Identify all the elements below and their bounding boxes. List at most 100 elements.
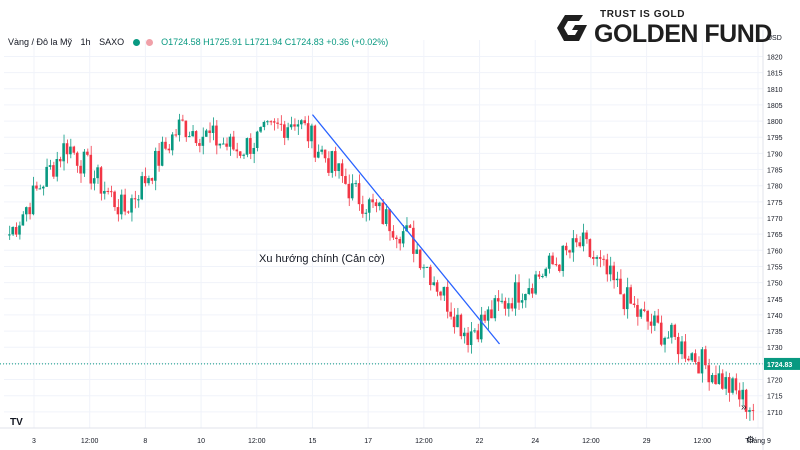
candle-body bbox=[103, 190, 106, 194]
candle-body bbox=[388, 209, 391, 232]
status-dot-icon bbox=[132, 39, 140, 46]
candle-body bbox=[14, 227, 18, 235]
candle-body bbox=[554, 264, 558, 266]
candle-body bbox=[330, 151, 334, 173]
candle-body bbox=[578, 242, 582, 247]
candle-body bbox=[656, 315, 660, 323]
status-dot-2-icon bbox=[145, 39, 153, 46]
candle-body bbox=[191, 131, 194, 137]
candle-body bbox=[456, 314, 459, 328]
candle-body bbox=[232, 136, 235, 150]
candle-body bbox=[35, 185, 38, 189]
candle-body bbox=[462, 332, 466, 337]
candle-body bbox=[126, 211, 130, 213]
price-tick-label: 1810 bbox=[767, 87, 783, 94]
candle-body bbox=[469, 331, 473, 346]
candle-body bbox=[398, 239, 402, 244]
candle-body bbox=[486, 309, 490, 321]
time-tick-label: 10 bbox=[197, 438, 205, 445]
candle-body bbox=[143, 176, 147, 184]
golden-fund-mark-icon bbox=[557, 15, 587, 41]
candle-body bbox=[303, 120, 306, 124]
candle-body bbox=[75, 152, 79, 166]
candle-body bbox=[503, 300, 507, 309]
candle-body bbox=[235, 149, 239, 152]
trend-annotation: Xu hướng chính (Cản cờ) bbox=[259, 253, 385, 265]
candle-body bbox=[347, 183, 351, 199]
ohlc-values: O1724.58 H1725.91 L1721.94 C1724.83 +0.3… bbox=[161, 37, 389, 47]
candle-body bbox=[442, 286, 446, 296]
candle-body bbox=[204, 130, 208, 137]
candle-body bbox=[255, 131, 259, 148]
candle-body bbox=[622, 294, 626, 310]
candle-body bbox=[666, 337, 670, 339]
candle-body bbox=[72, 146, 76, 153]
price-tick-label: 1745 bbox=[767, 297, 783, 304]
symbol-name[interactable]: Vàng / Đô la Mỹ bbox=[8, 37, 73, 47]
price-tick-label: 1795 bbox=[767, 135, 783, 142]
price-tick-label: 1815 bbox=[767, 71, 783, 78]
candle-body bbox=[717, 373, 721, 385]
price-tick-label: 1790 bbox=[767, 151, 783, 158]
candle-body bbox=[367, 199, 371, 213]
price-axis-bg bbox=[763, 0, 800, 450]
time-tick-label: 12:00 bbox=[582, 438, 600, 445]
price-tick-label: 1820 bbox=[767, 54, 783, 61]
candle-body bbox=[704, 349, 707, 366]
price-tick-label: 1775 bbox=[767, 200, 783, 207]
candle-body bbox=[123, 194, 127, 212]
candles bbox=[8, 113, 755, 421]
candle-body bbox=[259, 127, 262, 132]
candle-body bbox=[238, 151, 242, 156]
price-tick-label: 1805 bbox=[767, 103, 783, 110]
candle-body bbox=[221, 143, 225, 145]
candle-body bbox=[602, 258, 605, 260]
candle-body bbox=[62, 143, 65, 162]
price-tick-label: 1770 bbox=[767, 216, 783, 223]
candle-body bbox=[150, 178, 154, 181]
candle-body bbox=[41, 186, 45, 189]
time-tick-label: 12:00 bbox=[81, 438, 99, 445]
interval-label[interactable]: 1h bbox=[80, 37, 91, 47]
candle-body bbox=[167, 148, 171, 151]
candle-body bbox=[38, 188, 42, 190]
trend-line-segment bbox=[311, 114, 501, 345]
candle-body bbox=[751, 410, 755, 412]
trend-line bbox=[311, 114, 501, 345]
candle-body bbox=[86, 151, 89, 155]
logo-tagline: TRUST IS GOLD bbox=[600, 9, 686, 20]
scroll-right-button[interactable]: » bbox=[741, 402, 747, 413]
candle-body bbox=[642, 309, 646, 311]
candle-body bbox=[605, 259, 609, 275]
candle-body bbox=[361, 204, 364, 214]
candle-body bbox=[310, 125, 313, 142]
price-axis: 1710171517201725173017351740174517501755… bbox=[762, 0, 800, 450]
settings-gear-icon[interactable]: ⚙ bbox=[746, 435, 755, 446]
candle-body bbox=[683, 341, 687, 359]
candle-body bbox=[187, 136, 191, 138]
candle-body bbox=[82, 151, 86, 174]
candle-body bbox=[89, 154, 93, 184]
candle-body bbox=[513, 282, 517, 309]
price-tick-label: 1780 bbox=[767, 184, 783, 191]
candle-body bbox=[120, 194, 123, 215]
candle-body bbox=[106, 190, 110, 192]
candle-body bbox=[612, 265, 615, 281]
candle-body bbox=[405, 225, 408, 232]
candle-body bbox=[313, 125, 317, 158]
candle-body bbox=[266, 121, 269, 123]
candle-body bbox=[300, 120, 303, 125]
candle-body bbox=[306, 123, 310, 142]
candle-body bbox=[381, 202, 385, 224]
candle-body bbox=[140, 176, 144, 200]
candle-body bbox=[337, 163, 340, 172]
candle-body bbox=[218, 143, 222, 146]
candle-body bbox=[558, 264, 561, 271]
candle-body bbox=[670, 324, 673, 338]
candle-body bbox=[693, 353, 697, 362]
candle-body bbox=[8, 234, 11, 236]
candle-body bbox=[412, 227, 415, 254]
price-tick-label: 1760 bbox=[767, 248, 783, 255]
candle-body bbox=[18, 225, 21, 235]
